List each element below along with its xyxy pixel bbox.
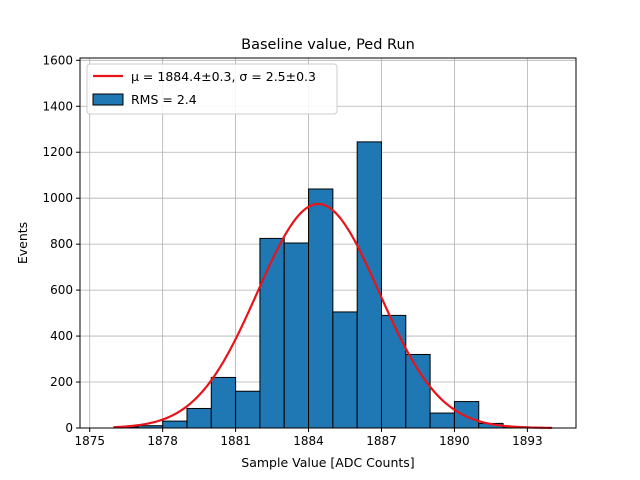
legend-hist-label: RMS = 2.4: [131, 92, 197, 107]
histogram-bar: [259, 237, 285, 429]
histogram-bar: [380, 314, 407, 429]
x-tick-label: 1887: [366, 434, 397, 448]
y-tick-label: 0: [65, 421, 73, 435]
x-tick-label: 1890: [439, 434, 470, 448]
chart-title: Baseline value, Ped Run: [241, 37, 415, 53]
y-tick-label: 1400: [42, 99, 73, 113]
y-axis-ticks: 0 200 400 600 800 1000 1200 1400 1600: [42, 53, 80, 435]
x-axis-ticks: 1875 1878 1881 1884 1887 1890 1893: [74, 428, 543, 448]
fit-curve-group: [113, 202, 552, 429]
histogram-bar: [186, 407, 212, 429]
y-tick-label: 600: [50, 283, 73, 297]
histogram-bar: [405, 353, 431, 429]
y-tick-label: 1000: [42, 191, 73, 205]
x-tick-label: 1884: [293, 434, 324, 448]
histogram-bar: [162, 420, 188, 429]
histogram-bar: [308, 188, 334, 429]
y-tick-label: 200: [50, 375, 73, 389]
y-tick-label: 400: [50, 329, 73, 343]
legend-box: [86, 63, 338, 115]
histogram-bar: [332, 311, 358, 429]
histogram-bar: [210, 376, 237, 429]
y-tick-label: 1600: [42, 53, 73, 67]
y-axis-label: Events: [15, 222, 30, 264]
histogram-bar: [356, 141, 382, 429]
x-tick-label: 1878: [147, 434, 178, 448]
x-tick-label: 1893: [512, 434, 543, 448]
plot-frame: [79, 57, 577, 429]
legend: μ = 1884.4±0.3, σ = 2.5±0.3 RMS = 2.4: [86, 63, 338, 115]
y-tick-label: 1200: [42, 145, 73, 159]
histogram-bar: [429, 412, 455, 429]
histogram-bar: [235, 390, 261, 429]
legend-fit-label: μ = 1884.4±0.3, σ = 2.5±0.3: [131, 69, 316, 84]
x-axis-label: Sample Value [ADC Counts]: [241, 455, 414, 470]
histogram-bar: [283, 242, 310, 429]
legend-hist-swatch: [92, 93, 124, 106]
gaussian-fit-curve: [113, 202, 552, 429]
histogram-bar: [453, 401, 480, 429]
y-tick-label: 800: [50, 237, 73, 251]
x-tick-label: 1881: [220, 434, 251, 448]
x-tick-label: 1875: [74, 434, 105, 448]
